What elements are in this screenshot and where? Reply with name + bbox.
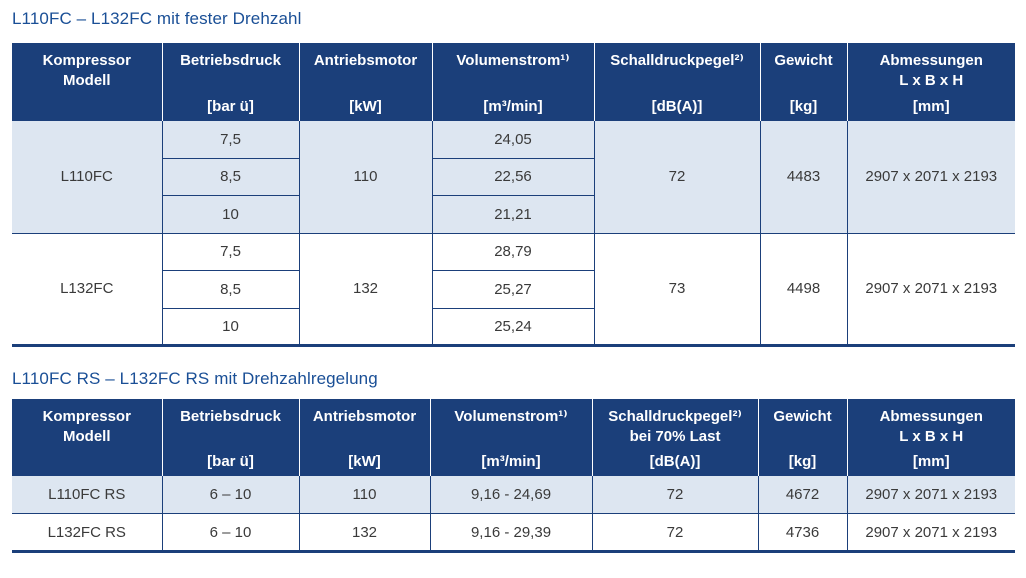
dimensions-cell: 2907 x 2071 x 2193 (846, 120, 1015, 234)
dimensions-cell: 2907 x 2071 x 2193 (846, 475, 1015, 514)
noise-cell: 72 (593, 120, 761, 234)
table-header-row: Kompressor Modell Betriebsdruck [bar ü] A… (12, 399, 1015, 476)
weight-cell: 4736 (757, 513, 848, 553)
header-dimensions: Abmessungen L x B x H [mm] (846, 399, 1015, 476)
pressure-cell: 7,5 (161, 120, 300, 159)
pressure-cell: 7,5 (161, 232, 300, 271)
model-name-cell: L132FC RS (12, 513, 163, 553)
pressure-cell: 10 (161, 307, 300, 347)
motor-cell: 110 (298, 475, 431, 514)
flow-cell: 22,56 (431, 157, 595, 196)
header-dimensions: Abmessungen L x B x H [mm] (846, 43, 1015, 121)
flow-cell: 9,16 - 29,39 (429, 513, 593, 553)
model-name-cell: L110FC RS (12, 475, 163, 514)
pressure-cell: 8,5 (161, 157, 300, 196)
table-variable-speed: Kompressor Modell Betriebsdruck [bar ü] A… (12, 399, 1015, 553)
motor-cell: 132 (298, 232, 433, 347)
table-header-row: Kompressor Modell Betriebsdruck [bar ü] A… (12, 43, 1015, 121)
flow-cell: 28,79 (431, 232, 595, 271)
noise-cell: 73 (593, 232, 761, 347)
pressure-cell: 8,5 (161, 270, 300, 309)
header-noise: Schalldruckpegel²⁾ [dB(A)] (593, 43, 760, 121)
motor-cell: 110 (298, 120, 433, 234)
header-noise: Schalldruckpegel²⁾ bei 70% Last [dB(A)] (591, 399, 758, 476)
header-weight: Gewicht [kg] (757, 399, 847, 476)
weight-cell: 4498 (759, 232, 848, 347)
section-title-variable-speed: L110FC RS – L132FC RS mit Drehzahlregelu… (12, 369, 378, 388)
flow-cell: 24,05 (431, 120, 595, 159)
table-row: 8,5 25,27 (12, 270, 1015, 309)
noise-cell: 72 (591, 513, 759, 553)
flow-cell: 21,21 (431, 195, 595, 234)
header-pressure: Betriebsdruck [bar ü] (161, 43, 299, 121)
flow-cell: 25,24 (431, 307, 595, 347)
header-weight: Gewicht [kg] (759, 43, 847, 121)
pressure-cell: 10 (161, 195, 300, 234)
dimensions-cell: 2907 x 2071 x 2193 (846, 513, 1015, 553)
flow-cell: 9,16 - 24,69 (429, 475, 593, 514)
header-model: Kompressor Modell (12, 399, 162, 476)
table-row: 10 25,24 (12, 307, 1015, 347)
header-model: Kompressor Modell (12, 43, 162, 121)
weight-cell: 4672 (757, 475, 848, 514)
motor-cell: 132 (298, 513, 431, 553)
model-name-cell: L110FC (12, 120, 163, 234)
model-name-cell: L132FC (12, 232, 163, 347)
weight-cell: 4483 (759, 120, 848, 234)
header-flow: Volumenstrom¹⁾ [m³/min] (429, 399, 592, 476)
section-title-fixed-speed: L110FC – L132FC mit fester Drehzahl (12, 9, 302, 28)
header-pressure: Betriebsdruck [bar ü] (161, 399, 299, 476)
table-row: L132FC 7,5 132 28,79 73 4498 2907 x 2071… (12, 232, 1015, 347)
table-row: 8,5 22,56 (12, 157, 1015, 196)
header-motor: Antriebsmotor [kW] (298, 399, 430, 476)
table-row: L110FC RS 6 – 10 110 9,16 - 24,69 72 467… (12, 475, 1015, 514)
table-row: L110FC 7,5 110 24,05 72 4483 2907 x 2071… (12, 120, 1015, 234)
dimensions-cell: 2907 x 2071 x 2193 (846, 232, 1015, 347)
noise-cell: 72 (591, 475, 759, 514)
table-fixed-speed: Kompressor Modell Betriebsdruck [bar ü] A… (12, 43, 1015, 347)
pressure-cell: 6 – 10 (161, 475, 300, 514)
flow-cell: 25,27 (431, 270, 595, 309)
header-flow: Volumenstrom¹⁾ [m³/min] (431, 43, 594, 121)
table-row: L132FC RS 6 – 10 132 9,16 - 29,39 72 473… (12, 513, 1015, 553)
table-row: 10 21,21 (12, 195, 1015, 234)
header-motor: Antriebsmotor [kW] (298, 43, 432, 121)
pressure-cell: 6 – 10 (161, 513, 300, 553)
